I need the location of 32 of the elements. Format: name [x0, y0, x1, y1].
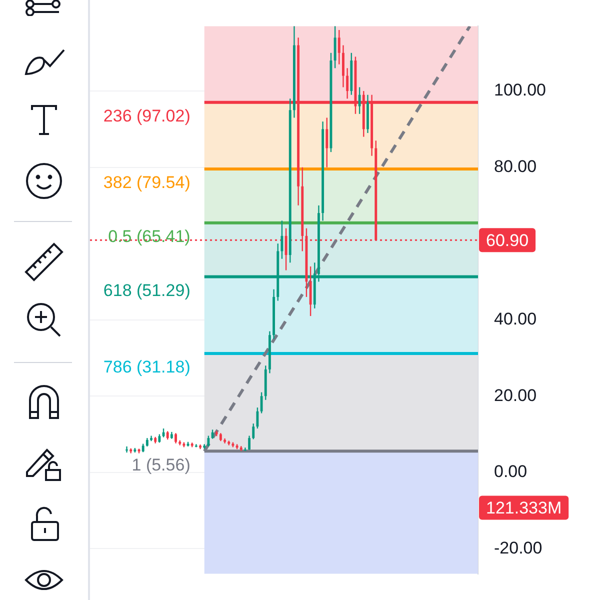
candlestick — [207, 435, 210, 448]
ref-line-label: 786 (31.18) — [103, 358, 190, 377]
ref-line-label: 60.90 — [486, 230, 529, 250]
candlestick — [211, 429, 214, 440]
candlestick — [256, 406, 259, 430]
candlestick — [284, 228, 288, 271]
candlestick — [358, 86, 361, 115]
y-tick-label: 40.00 — [494, 310, 537, 329]
candlestick — [126, 446, 128, 454]
y-tick-label: 80.00 — [494, 156, 537, 176]
candlestick — [248, 435, 251, 450]
y-tick-label: 20.00 — [494, 386, 537, 405]
ref-line-label: 382 (79.54) — [103, 173, 190, 192]
text: 121.333M — [486, 498, 562, 518]
candlestick — [342, 44, 344, 88]
ref-line-label: 0.5 (65.41) — [108, 227, 190, 246]
y-tick-label: 100.00 — [494, 80, 546, 100]
candlestick — [280, 220, 284, 260]
candlestick — [346, 68, 349, 100]
candlestick — [174, 432, 177, 444]
ref-line-label: 1 (5.56) — [132, 455, 190, 474]
y-tick-label: 0.00 — [494, 462, 528, 482]
candlestick — [252, 422, 255, 440]
candlestick — [334, 26, 336, 69]
y-tick-label: -20.00 — [494, 538, 542, 558]
candlestick — [260, 392, 263, 414]
candlestick — [338, 29, 340, 65]
candlestick — [326, 117, 328, 168]
candlestick — [244, 446, 246, 452]
ref-line-label: 236 (97.02) — [103, 106, 190, 126]
ref-line-label: 618 (51.29) — [103, 280, 190, 300]
candlestick — [309, 266, 312, 317]
